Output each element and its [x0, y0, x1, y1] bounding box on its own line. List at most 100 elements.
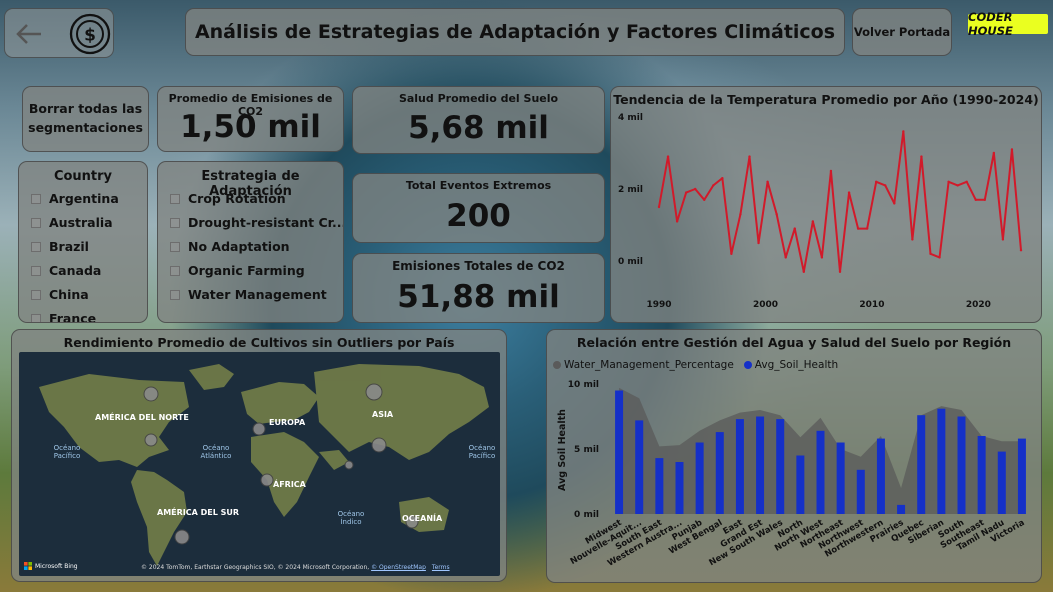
- svg-text:$: $: [84, 26, 96, 46]
- slicer-item-water-management[interactable]: Water Management: [170, 287, 327, 302]
- temperature-point: [703, 198, 706, 201]
- back-arrow-button[interactable]: $: [4, 8, 114, 58]
- slicer-item-brazil[interactable]: Brazil: [31, 239, 89, 254]
- crop-yield-map-card: Rendimiento Promedio de Cultivos sin Out…: [11, 329, 507, 582]
- legend-item-water[interactable]: Water_Management_Percentage: [553, 359, 734, 371]
- slicer-item-crop-rotation[interactable]: Crop Rotation: [170, 191, 286, 206]
- soil-health-bar: [635, 420, 644, 514]
- temperature-point: [748, 155, 751, 158]
- temperature-point: [802, 270, 805, 273]
- soil-health-bar: [997, 451, 1006, 514]
- temperature-point: [911, 238, 914, 241]
- checkbox[interactable]: [170, 265, 180, 276]
- y-tick-label: 0 mil: [574, 510, 599, 520]
- temperature-point: [902, 130, 905, 133]
- slicer-item-canada[interactable]: Canada: [31, 263, 101, 278]
- temperature-point: [893, 202, 896, 205]
- temperature-point: [784, 256, 787, 259]
- terms-link[interactable]: Terms: [431, 564, 450, 571]
- checkbox[interactable]: [170, 241, 180, 252]
- legend-item-soil[interactable]: Avg_Soil_Health: [743, 359, 838, 371]
- temperature-point: [847, 191, 851, 194]
- checkbox[interactable]: [31, 193, 41, 204]
- temperature-point: [974, 198, 977, 201]
- slicer-item-no-adaptation[interactable]: No Adaptation: [170, 239, 290, 254]
- soil-health-bar: [675, 462, 684, 514]
- checkbox[interactable]: [170, 193, 180, 204]
- temperature-point: [820, 256, 824, 259]
- soil-health-bar: [615, 390, 624, 514]
- checkbox[interactable]: [31, 217, 41, 228]
- volver-portada-button[interactable]: Volver Portada: [852, 8, 952, 56]
- kpi-value: 200: [446, 198, 511, 234]
- slicer-item-argentina[interactable]: Argentina: [31, 191, 119, 206]
- line-chart-svg: 4 mil 2 mil 0 mil 1990 2000 2010 2020: [618, 113, 1023, 310]
- map-canvas[interactable]: AMÉRICA DEL NORTE EUROPA ASIA Océano Pac…: [19, 352, 500, 576]
- kpi-emisiones-promedio: Promedio de Emisiones de CO2 1,50 mil: [157, 86, 344, 152]
- header-title-box: Análisis de Estrategias de Adaptación y …: [185, 8, 845, 56]
- kpi-label: Total Eventos Extremos: [405, 179, 552, 192]
- y-tick-label: 0 mil: [618, 257, 643, 267]
- kpi-emisiones-totales: Emisiones Totales de CO2 51,88 mil: [352, 253, 605, 323]
- kpi-value: 1,50 mil: [180, 109, 321, 145]
- soil-health-bar: [1017, 438, 1026, 514]
- temperature-point: [739, 213, 742, 216]
- kpi-eventos-extremos: Total Eventos Extremos 200: [352, 173, 605, 243]
- map-label-oceano-pacifico-1: Océano Pacífico: [53, 444, 81, 460]
- soil-health-bar: [735, 419, 744, 514]
- checkbox[interactable]: [31, 313, 41, 322]
- temperature-point: [865, 227, 869, 230]
- coderhouse-logo: CODER HOUSE: [968, 10, 1048, 38]
- checkbox[interactable]: [170, 217, 180, 228]
- temperature-point: [1010, 148, 1014, 151]
- soil-health-bar: [977, 436, 986, 514]
- temperature-point: [884, 184, 887, 187]
- soil-health-bar: [655, 458, 664, 514]
- checkbox[interactable]: [31, 289, 41, 300]
- temperature-trend-chart: Tendencia de la Temperatura Promedio por…: [610, 86, 1042, 323]
- legend-swatch: [553, 361, 561, 369]
- checkbox[interactable]: [170, 289, 180, 300]
- temperature-point: [766, 180, 769, 183]
- temperature-point: [1019, 249, 1023, 252]
- kpi-value: 5,68 mil: [408, 110, 549, 146]
- slicer-item-organic-farming[interactable]: Organic Farming: [170, 263, 305, 278]
- kpi-value: 51,88 mil: [397, 279, 560, 315]
- y-tick-label: 5 mil: [574, 445, 599, 455]
- kpi-label: Promedio de Emisiones de CO2: [168, 92, 333, 118]
- map-label-africa: ÁFRICA: [273, 480, 306, 489]
- slicer-item-china[interactable]: China: [31, 287, 89, 302]
- osm-link[interactable]: © OpenStreetMap: [371, 564, 426, 571]
- temperature-point: [757, 241, 760, 245]
- temperature-point: [730, 252, 733, 255]
- map-attribution: © 2024 TomTom, Earthstar Geographics SIO…: [141, 564, 450, 571]
- chart-title: Tendencia de la Temperatura Promedio por…: [613, 92, 1039, 107]
- checkbox[interactable]: [31, 241, 41, 252]
- checkbox[interactable]: [31, 265, 41, 276]
- y-tick-label: 4 mil: [618, 113, 643, 123]
- y-tick-label: 2 mil: [618, 185, 643, 195]
- temperature-point: [929, 252, 932, 255]
- temperature-point: [947, 180, 950, 183]
- temperature-point: [666, 155, 670, 158]
- soil-health-bar: [816, 430, 825, 514]
- temperature-point: [965, 180, 968, 183]
- slicer-item-drought-resistant[interactable]: Drought-resistant Cr...: [170, 215, 343, 230]
- slicer-item-france[interactable]: France: [31, 311, 96, 322]
- soil-health-bar: [897, 504, 906, 514]
- temperature-point: [875, 180, 878, 183]
- clear-slicers-button[interactable]: Borrar todas las segmentaciones: [22, 86, 149, 152]
- soil-health-bar: [917, 415, 926, 514]
- x-tick-label: 2020: [966, 300, 991, 310]
- temperature-point: [712, 184, 715, 187]
- temperature-point: [793, 227, 796, 230]
- temperature-point: [775, 213, 778, 216]
- map-label-oceano-atlantico: Océano Atlántico: [200, 444, 232, 460]
- soil-health-bar: [695, 442, 704, 514]
- map-label-oceania: OCEANÍA: [402, 514, 443, 523]
- slicer-item-australia[interactable]: Australia: [31, 215, 113, 230]
- temperature-point: [829, 169, 833, 173]
- x-tick-label: 2000: [753, 300, 778, 310]
- temperature-point: [675, 220, 679, 223]
